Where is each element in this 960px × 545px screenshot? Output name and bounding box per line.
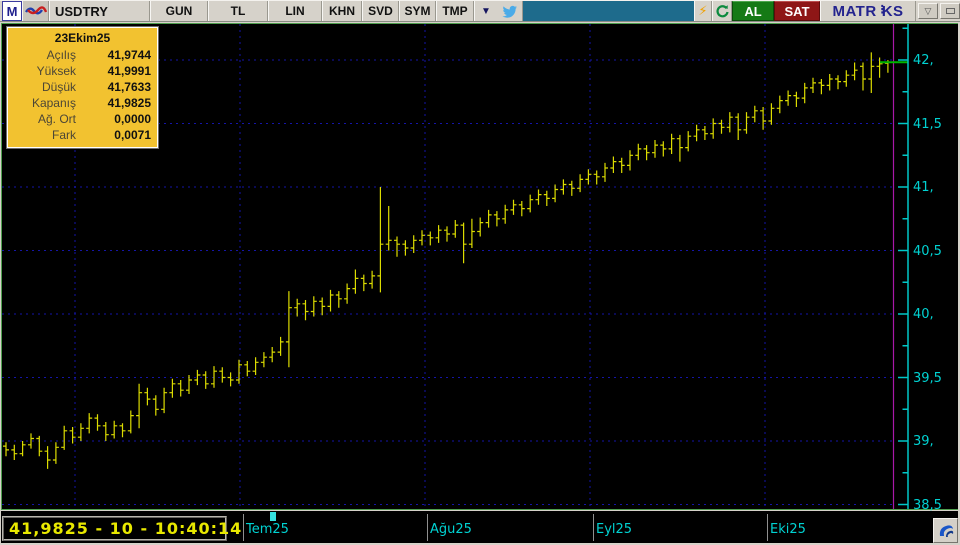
window-restore-button[interactable]: ▽ (918, 3, 938, 19)
ohlc-info-box: 23Ekim25 Açılış 41,9744 Yüksek 41,9991 D… (6, 26, 159, 149)
info-value: 0,0000 (114, 112, 151, 126)
info-row-close: Kapanış 41,9825 (14, 95, 151, 111)
y-axis-label: 40,5 (913, 243, 942, 259)
minimize-icon (945, 8, 955, 14)
info-row-low: Düşük 41,7633 (14, 79, 151, 95)
y-axis-label: 40, (913, 307, 934, 322)
twitter-icon[interactable] (497, 1, 522, 21)
info-value: 41,9744 (107, 48, 151, 62)
info-row-high: Yüksek 41,9991 (14, 63, 151, 79)
month-tick (243, 514, 244, 541)
toolbar-dropdown-button[interactable]: ▼ (474, 1, 497, 21)
x-axis-month-label: Eyl25 (596, 522, 633, 537)
month-tick (593, 514, 594, 541)
button-tmp[interactable]: TMP (436, 1, 474, 21)
chart-area[interactable]: 42, 41,5 41, 40,5 40, 39,5 39, 38,5 (1, 23, 958, 513)
y-axis-label: 42, (913, 53, 934, 68)
button-tl[interactable]: TL (208, 1, 268, 21)
matriks-corner-logo-icon[interactable] (933, 518, 958, 543)
time-cursor-tick (270, 512, 276, 521)
brand-i-dots: ⋮ (876, 4, 889, 16)
brand-text-right: KS (881, 2, 904, 20)
info-row-avg: Ağ. Ort 0,0000 (14, 111, 151, 127)
button-gun[interactable]: GUN (150, 1, 208, 21)
info-row-diff: Fark 0,0071 (14, 127, 151, 143)
info-label: Ağ. Ort (37, 112, 76, 126)
info-value: 41,9825 (107, 96, 151, 110)
info-label: Düşük (41, 80, 76, 94)
last-quote-box: 41,9825 - 10 - 10:40:14 (2, 516, 241, 541)
button-lin[interactable]: LIN (268, 1, 322, 21)
info-value: 41,9991 (107, 64, 151, 78)
x-axis-month-label: Tem25 (246, 522, 289, 537)
symbol-label: USDTRY (49, 1, 150, 21)
x-axis-month-label: Eki25 (770, 522, 806, 537)
chevron-down-icon: ▼ (481, 5, 491, 17)
x-axis-month-label: Ağu25 (430, 522, 472, 537)
brand-text-left: MATR (832, 2, 877, 20)
info-value: 41,7633 (107, 80, 151, 94)
y-axis-label: 41, (913, 180, 934, 195)
refresh-c-icon[interactable] (712, 1, 732, 21)
y-axis-label: 41,5 (913, 116, 942, 132)
matriks-brand-logo: MATR ⋮ KS (820, 1, 916, 21)
button-sym[interactable]: SYM (399, 1, 436, 21)
status-bar: 41,9825 - 10 - 10:40:14 Tem25 Ağu25 Eyl25 E… (1, 511, 958, 543)
info-label: Yüksek (36, 64, 76, 78)
button-khn[interactable]: KHN (322, 1, 362, 21)
month-tick (767, 514, 768, 541)
grid-lines (2, 24, 892, 509)
al-buy-button[interactable]: AL (732, 1, 774, 21)
title-strip (522, 1, 694, 21)
y-axis-label: 39, (913, 434, 934, 449)
window-minimize-button[interactable] (940, 3, 960, 19)
matriks-m-logo[interactable]: M (2, 1, 22, 21)
info-label: Açılış (46, 48, 76, 62)
y-axis-label: 38,5 (913, 497, 942, 513)
month-tick (427, 514, 428, 541)
y-axis-label: 39,5 (913, 370, 942, 386)
toolbar: M USDTRY GUN TL LIN KHN SVD SYM TMP ▼ ⚡ … (0, 0, 960, 22)
window-right-border (958, 22, 960, 545)
button-svd[interactable]: SVD (362, 1, 399, 21)
red-blue-chart-glyph (24, 6, 47, 15)
ohlc-chart-svg (2, 24, 909, 509)
sat-sell-button[interactable]: SAT (774, 1, 820, 21)
price-axis[interactable] (898, 24, 909, 509)
chart-type-icon[interactable] (22, 1, 49, 21)
window-bottom-border (0, 543, 960, 545)
info-date-title: 23Ekim25 (54, 31, 111, 45)
info-value: 0,0071 (114, 128, 151, 142)
ohlc-bars (3, 52, 891, 469)
info-row-open: Açılış 41,9744 (14, 47, 151, 63)
info-label: Kapanış (31, 96, 76, 110)
info-label: Fark (52, 128, 76, 142)
lightning-icon[interactable]: ⚡ (694, 1, 712, 21)
